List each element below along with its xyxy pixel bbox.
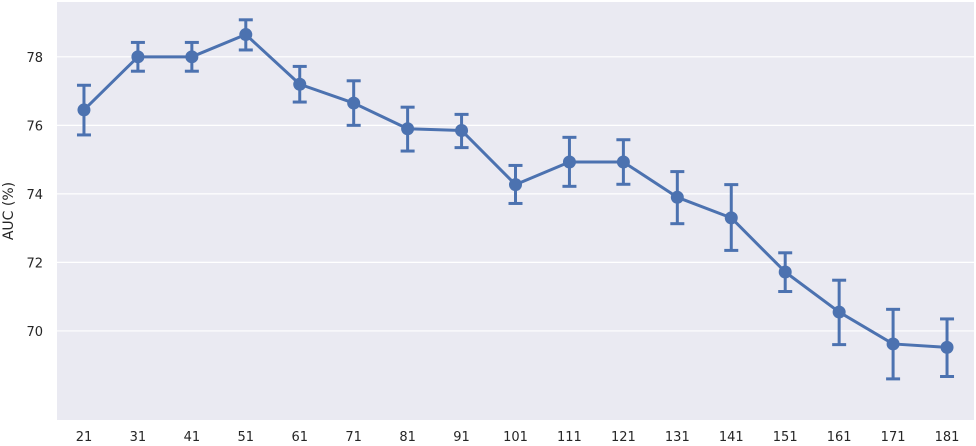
- data-point: [185, 50, 199, 64]
- y-tick-label: 74: [26, 188, 43, 203]
- x-tick-label: 71: [345, 430, 362, 445]
- data-point: [832, 305, 846, 319]
- data-point: [886, 337, 900, 351]
- x-tick-labels: 21 31 41 51 61 71 81 91 101 111 121 131 141 151 161 171…: [76, 430, 960, 445]
- x-tick-label: 61: [291, 430, 308, 445]
- data-point: [940, 340, 954, 354]
- x-tick-label: 111: [557, 430, 582, 445]
- x-tick-label: 121: [611, 430, 636, 445]
- plot-background: [57, 2, 974, 420]
- x-tick-label: 101: [503, 430, 528, 445]
- x-tick-label: 171: [881, 430, 906, 445]
- data-point: [293, 77, 307, 91]
- data-point: [77, 103, 91, 117]
- x-tick-label: 81: [399, 430, 416, 445]
- data-point: [455, 123, 469, 137]
- y-tick-label: 76: [26, 119, 43, 134]
- x-tick-label: 21: [76, 430, 93, 445]
- data-point: [131, 50, 145, 64]
- y-tick-label: 72: [26, 256, 43, 271]
- x-tick-label: 181: [935, 430, 960, 445]
- data-points: [77, 28, 954, 354]
- y-axis-label: AUC (%): [1, 182, 17, 240]
- data-point: [509, 178, 522, 192]
- data-point: [239, 28, 253, 42]
- x-tick-label: 41: [184, 430, 201, 445]
- x-tick-label: 91: [453, 430, 470, 445]
- data-point: [670, 190, 684, 204]
- x-tick-label: 51: [238, 430, 255, 445]
- x-tick-label: 31: [130, 430, 147, 445]
- x-tick-label: 141: [719, 430, 744, 445]
- x-tick-label: 151: [773, 430, 798, 445]
- data-point: [401, 122, 415, 136]
- x-tick-label: 131: [665, 430, 690, 445]
- data-point: [616, 155, 630, 169]
- data-point: [562, 155, 576, 169]
- data-point: [778, 265, 792, 279]
- y-tick-labels: 70 72 74 76 78: [26, 51, 43, 340]
- data-point: [724, 211, 738, 225]
- y-tick-label: 70: [26, 325, 43, 340]
- data-point: [347, 96, 361, 110]
- y-tick-label: 78: [26, 51, 43, 66]
- x-tick-label: 161: [827, 430, 852, 445]
